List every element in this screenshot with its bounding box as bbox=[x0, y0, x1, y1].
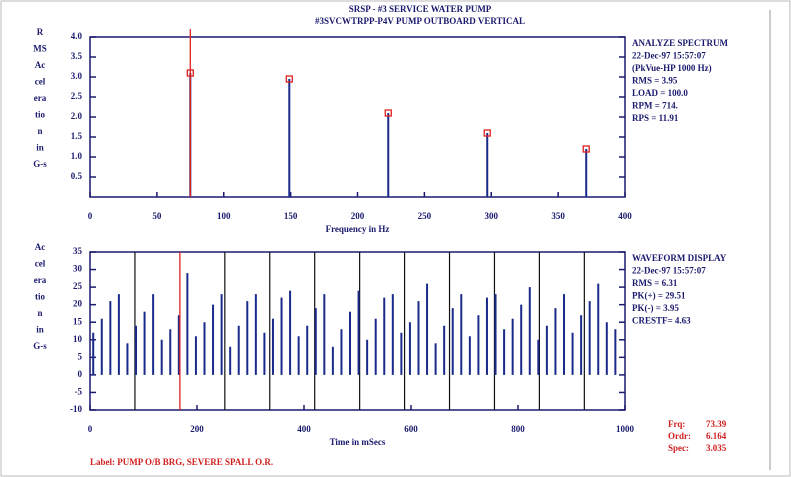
info-text: RMS = 6.31 bbox=[632, 278, 678, 288]
info-text: CRESTF= 4.63 bbox=[632, 316, 691, 326]
readout-label: Frq: bbox=[668, 419, 685, 429]
x-tick-label: 150 bbox=[284, 211, 298, 221]
x-tick-label: 0 bbox=[88, 424, 93, 434]
x-tick-label: 0 bbox=[88, 211, 93, 221]
peak-marker bbox=[582, 145, 590, 153]
x-tick-label: 350 bbox=[551, 211, 565, 221]
y-axis-label: Ac bbox=[35, 60, 46, 70]
info-text: LOAD = 100.0 bbox=[632, 88, 688, 98]
y-tick-label: 1.0 bbox=[71, 151, 83, 161]
info-text: RMS = 3.95 bbox=[632, 76, 678, 86]
y-tick-label: 4.0 bbox=[71, 31, 83, 41]
y-tick-label: 35 bbox=[73, 246, 83, 256]
y-axis-label: era bbox=[34, 93, 47, 103]
y-axis-label: tio bbox=[35, 110, 45, 120]
info-text: 22-Dec-97 15:57:07 bbox=[632, 51, 706, 61]
y-axis-label: R bbox=[37, 27, 44, 37]
readout-value: 6.164 bbox=[706, 431, 727, 441]
y-axis-label: n bbox=[37, 308, 42, 318]
x-tick-label: 200 bbox=[190, 424, 204, 434]
y-tick-label: -10 bbox=[70, 404, 82, 414]
chart-title: SRSP - #3 SERVICE WATER PUMP bbox=[349, 4, 492, 14]
x-tick-label: 50 bbox=[152, 211, 162, 221]
info-text: RPS = 11.91 bbox=[632, 113, 679, 123]
x-tick-label: 600 bbox=[404, 424, 418, 434]
x-tick-label: 400 bbox=[618, 211, 632, 221]
x-tick-label: 800 bbox=[511, 424, 525, 434]
x-axis-label: Frequency in Hz bbox=[326, 224, 390, 234]
readout-value: 73.39 bbox=[706, 419, 727, 429]
x-tick-label: 100 bbox=[217, 211, 231, 221]
y-tick-label: 15 bbox=[73, 316, 83, 326]
y-tick-label: 3.0 bbox=[71, 71, 83, 81]
info-text: 22-Dec-97 15:57:07 bbox=[632, 266, 706, 276]
y-axis-label: G-s bbox=[33, 159, 47, 169]
label-text: Label: PUMP O/B BRG, SEVERE SPALL O.R. bbox=[90, 457, 273, 467]
plot-area bbox=[89, 36, 626, 198]
y-tick-label: 30 bbox=[73, 264, 83, 274]
plot-area bbox=[89, 251, 626, 411]
info-text: ANALYZE SPECTRUM bbox=[632, 38, 728, 48]
x-tick-label: 1000 bbox=[616, 424, 635, 434]
readout-label: Ordr: bbox=[668, 431, 691, 441]
y-tick-label: 2.0 bbox=[71, 111, 83, 121]
x-tick-label: 400 bbox=[297, 424, 311, 434]
info-text: WAVEFORM DISPLAY bbox=[632, 253, 727, 263]
readout-value: 3.035 bbox=[706, 443, 727, 453]
y-axis-label: era bbox=[34, 275, 47, 285]
y-tick-label: 20 bbox=[73, 299, 83, 309]
y-tick-label: 3.5 bbox=[71, 51, 83, 61]
x-tick-label: 250 bbox=[418, 211, 432, 221]
info-text: (PkVue-HP 1000 Hz) bbox=[632, 63, 712, 73]
peak-marker bbox=[483, 129, 491, 137]
y-axis-label: in bbox=[36, 325, 44, 335]
y-axis-label: cel bbox=[35, 77, 46, 87]
x-axis-label: Time in mSecs bbox=[330, 437, 386, 447]
peak-marker bbox=[384, 109, 392, 117]
peak-marker bbox=[285, 75, 293, 83]
y-axis-label: MS bbox=[33, 44, 47, 54]
y-tick-label: 0.5 bbox=[71, 171, 83, 181]
x-tick-label: 300 bbox=[485, 211, 499, 221]
info-text: PK(-) = 3.95 bbox=[632, 303, 679, 313]
readout-label: Spec: bbox=[668, 443, 689, 453]
y-axis-label: G-s bbox=[33, 341, 47, 351]
y-axis-label: n bbox=[37, 126, 42, 136]
y-axis-label: in bbox=[36, 143, 44, 153]
y-tick-label: 10 bbox=[73, 334, 83, 344]
y-tick-label: 25 bbox=[73, 281, 83, 291]
y-axis-label: Ac bbox=[35, 242, 46, 252]
y-axis-label: cel bbox=[35, 259, 46, 269]
chart-subtitle: #3SVCWTRPP-P4V PUMP OUTBOARD VERTICAL bbox=[315, 16, 525, 26]
y-axis-label: tio bbox=[35, 292, 45, 302]
info-text: RPM = 714. bbox=[632, 101, 678, 111]
y-tick-label: 0 bbox=[78, 369, 83, 379]
x-tick-label: 200 bbox=[351, 211, 365, 221]
y-tick-label: -5 bbox=[75, 387, 83, 397]
info-text: PK(+) = 29.51 bbox=[632, 291, 686, 301]
y-tick-label: 2.5 bbox=[71, 91, 83, 101]
y-tick-label: 1.5 bbox=[71, 131, 83, 141]
y-tick-label: 5 bbox=[78, 351, 83, 361]
